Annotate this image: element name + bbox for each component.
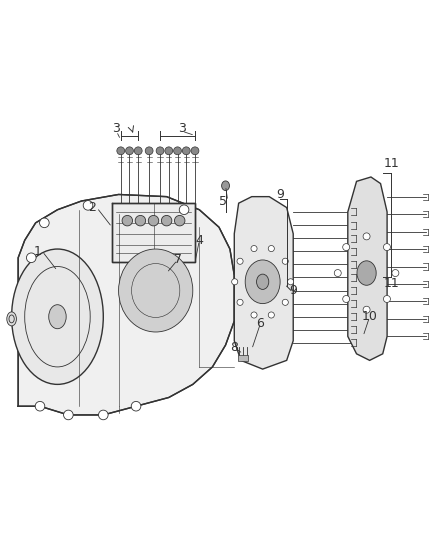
Circle shape [232, 279, 238, 285]
Circle shape [135, 215, 146, 226]
Text: 7: 7 [173, 254, 181, 266]
Polygon shape [234, 197, 293, 369]
Circle shape [26, 253, 36, 263]
Circle shape [251, 312, 257, 318]
Circle shape [334, 270, 341, 277]
Text: 11: 11 [384, 278, 399, 290]
Circle shape [145, 147, 153, 155]
Text: 3: 3 [178, 123, 186, 135]
Circle shape [282, 258, 288, 264]
Text: 8: 8 [230, 341, 238, 354]
Ellipse shape [7, 312, 16, 326]
Text: 1: 1 [34, 245, 42, 258]
Circle shape [268, 246, 274, 252]
Circle shape [131, 401, 141, 411]
Circle shape [251, 246, 257, 252]
Ellipse shape [245, 260, 280, 304]
Ellipse shape [119, 249, 193, 332]
Text: 4: 4 [195, 234, 203, 247]
Text: 11: 11 [384, 157, 399, 171]
Circle shape [134, 147, 142, 155]
Circle shape [122, 215, 133, 226]
Circle shape [83, 200, 93, 210]
Circle shape [288, 279, 293, 285]
Circle shape [191, 147, 199, 155]
Text: 6: 6 [257, 317, 265, 330]
FancyBboxPatch shape [238, 355, 248, 361]
Circle shape [148, 215, 159, 226]
Circle shape [161, 215, 172, 226]
Circle shape [99, 410, 108, 420]
Circle shape [343, 244, 350, 251]
Circle shape [179, 205, 189, 215]
Circle shape [363, 306, 370, 313]
Text: 2: 2 [88, 201, 96, 214]
Polygon shape [348, 177, 387, 360]
Text: 3: 3 [113, 123, 120, 135]
Text: 5: 5 [219, 195, 227, 207]
Circle shape [35, 401, 45, 411]
Circle shape [182, 147, 190, 155]
Circle shape [392, 270, 399, 277]
Circle shape [237, 299, 243, 305]
Ellipse shape [222, 181, 230, 190]
Circle shape [282, 299, 288, 305]
Polygon shape [112, 203, 195, 262]
Ellipse shape [49, 305, 66, 329]
Circle shape [237, 258, 243, 264]
Circle shape [343, 295, 350, 302]
Text: 9: 9 [276, 188, 284, 201]
Circle shape [165, 147, 173, 155]
Circle shape [363, 233, 370, 240]
Text: 9: 9 [289, 284, 297, 297]
Circle shape [383, 244, 390, 251]
Circle shape [383, 295, 390, 302]
Polygon shape [18, 195, 234, 415]
Ellipse shape [257, 274, 269, 289]
Circle shape [156, 147, 164, 155]
Circle shape [117, 147, 125, 155]
Circle shape [173, 147, 181, 155]
Ellipse shape [357, 261, 376, 285]
Circle shape [39, 218, 49, 228]
Circle shape [64, 410, 73, 420]
Circle shape [268, 312, 274, 318]
Circle shape [126, 147, 134, 155]
Ellipse shape [12, 249, 103, 384]
Text: 10: 10 [362, 310, 378, 323]
Circle shape [174, 215, 185, 226]
